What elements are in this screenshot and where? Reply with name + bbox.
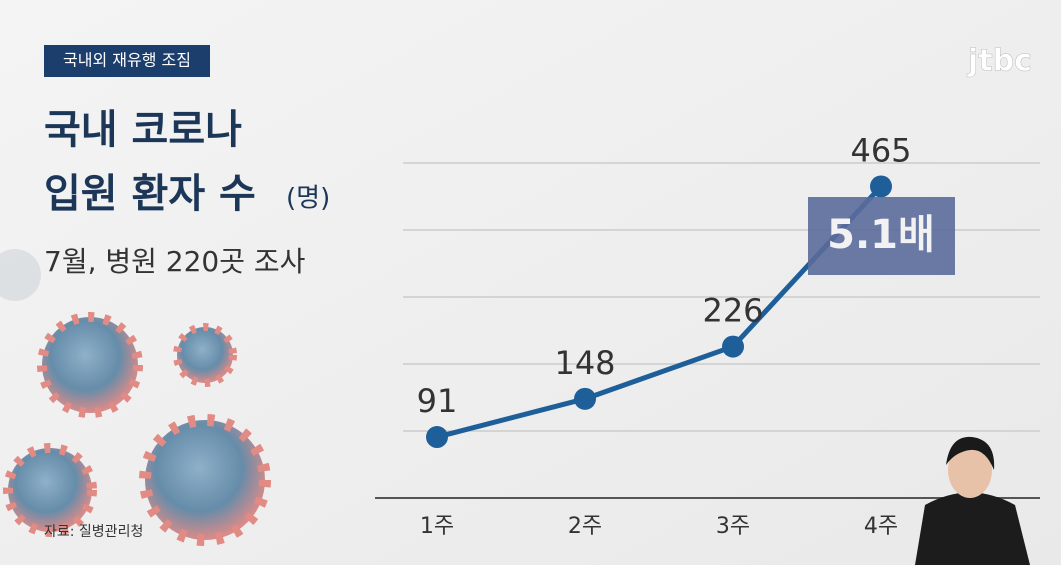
line <box>436 184 883 440</box>
point <box>870 175 892 198</box>
tag-box <box>44 45 210 77</box>
x-tick-label: 1주 <box>420 514 454 539</box>
data-label: 226 <box>702 292 763 330</box>
chart-title: 국내 코로나 <box>44 107 242 153</box>
data-label: 148 <box>554 344 615 382</box>
point <box>574 387 596 410</box>
data-label: 91 <box>417 382 458 420</box>
virus-decoration <box>0 249 271 546</box>
unit: (명) <box>286 184 330 214</box>
plot: 1주 2주 3주 4주 91 148 226 465 5.1배 <box>375 131 1040 539</box>
x-tick-label: 2주 <box>568 514 602 539</box>
annotation-box <box>808 197 955 275</box>
x-tick-label: 4주 <box>864 514 898 539</box>
tag: 국내외 재유행 조짐 <box>63 51 191 70</box>
chart-title: 입원 환자 수 <box>44 171 256 217</box>
annotation: 5.1배 <box>827 212 935 258</box>
data-label: 465 <box>850 131 911 169</box>
point <box>426 426 448 449</box>
subtitle: 7월, 병원 220곳 조사 <box>44 245 305 278</box>
point <box>722 335 744 358</box>
x-tick-label: 3주 <box>716 514 750 539</box>
presenter <box>915 436 1030 565</box>
source: 자료: 질병관리청 <box>44 524 143 540</box>
logo: jtbc <box>967 44 1032 79</box>
